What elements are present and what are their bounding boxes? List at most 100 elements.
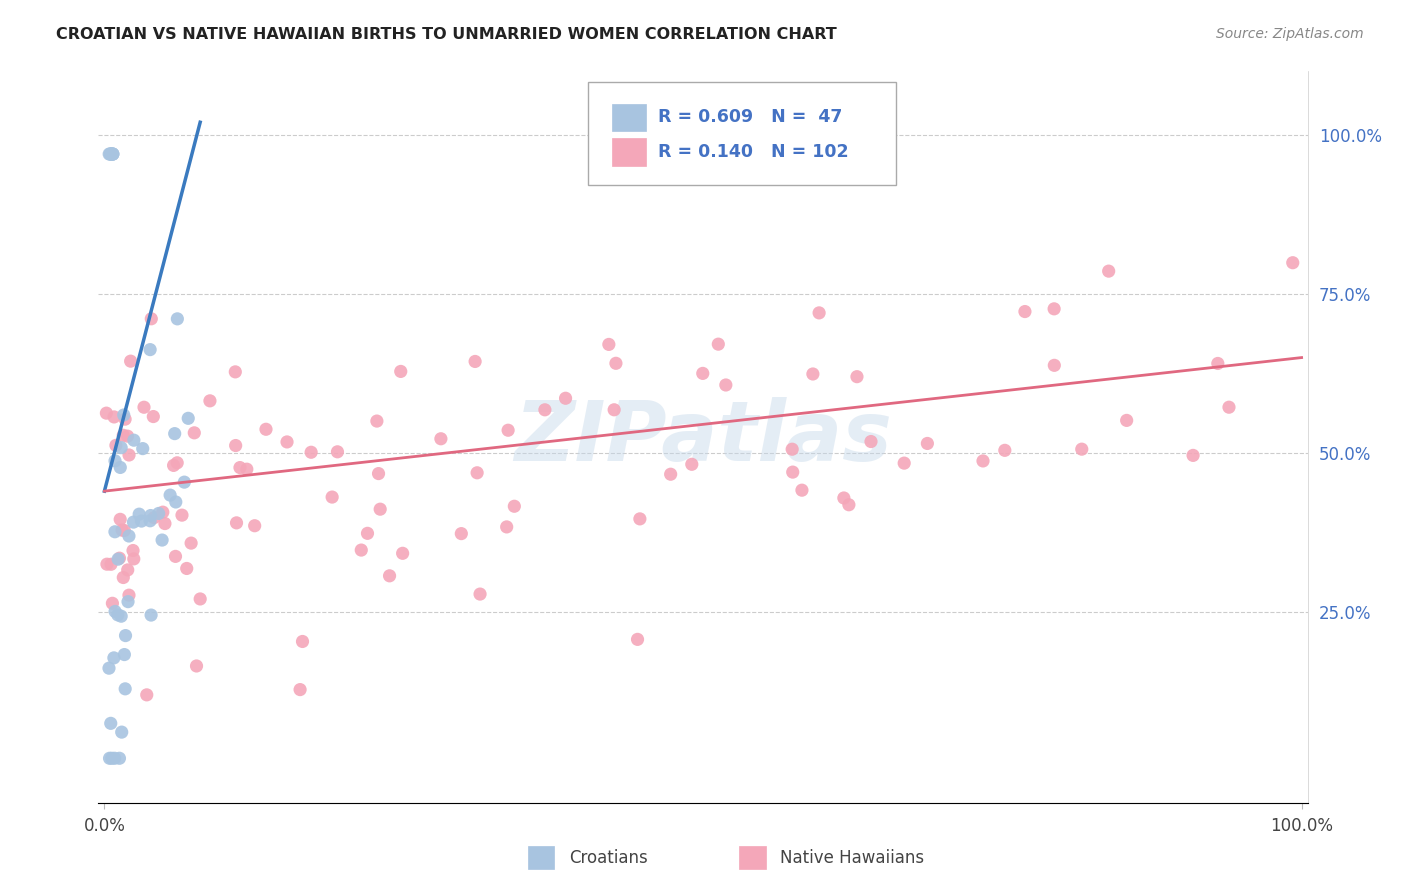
Point — [450, 526, 472, 541]
Point — [225, 438, 247, 452]
Point — [681, 458, 703, 472]
Point — [366, 414, 388, 428]
Point — [100, 558, 122, 572]
Point — [101, 147, 124, 161]
Point — [104, 524, 127, 539]
Point — [110, 460, 132, 475]
Point — [148, 507, 170, 521]
Bar — [740, 846, 766, 870]
Point — [112, 648, 135, 662]
Point — [832, 491, 855, 505]
Point — [782, 465, 804, 479]
Point — [101, 147, 124, 161]
Point — [464, 354, 486, 368]
Point — [143, 510, 166, 524]
Point — [110, 441, 132, 455]
Point — [350, 543, 373, 558]
Point — [104, 454, 127, 468]
Point — [166, 311, 188, 326]
Point — [162, 458, 184, 473]
Point — [1014, 304, 1036, 318]
Point — [122, 543, 145, 558]
Point — [389, 364, 412, 378]
Point — [503, 500, 526, 514]
Point — [100, 147, 122, 161]
Point — [603, 402, 626, 417]
Point — [1043, 301, 1066, 316]
Point — [114, 412, 136, 426]
Point — [496, 423, 519, 437]
Point — [177, 411, 200, 425]
Point — [111, 725, 134, 739]
Point — [96, 557, 118, 571]
Point — [391, 546, 413, 560]
Point — [100, 147, 122, 161]
Point — [321, 490, 343, 504]
Point — [108, 512, 131, 526]
Point — [225, 516, 247, 530]
Point — [152, 505, 174, 519]
Point — [117, 563, 139, 577]
Point — [846, 369, 869, 384]
Point — [107, 552, 129, 566]
Point — [98, 661, 121, 675]
Point — [254, 422, 277, 436]
Point — [142, 409, 165, 424]
Point — [367, 467, 389, 481]
Point — [165, 495, 187, 509]
Point — [326, 445, 349, 459]
Point — [598, 337, 620, 351]
Text: Source: ZipAtlas.com: Source: ZipAtlas.com — [1216, 27, 1364, 41]
Point — [628, 512, 651, 526]
Point — [198, 393, 221, 408]
Point — [108, 751, 131, 765]
Point — [714, 378, 737, 392]
Point — [118, 448, 141, 462]
Point — [150, 533, 173, 547]
Point — [135, 688, 157, 702]
Point — [153, 516, 176, 531]
Point — [780, 442, 803, 457]
Point — [139, 608, 162, 623]
Point — [100, 147, 122, 161]
Point — [838, 498, 860, 512]
Point — [100, 751, 122, 765]
Text: R = 0.140   N = 102: R = 0.140 N = 102 — [658, 143, 849, 161]
Point — [626, 632, 648, 647]
Point — [368, 502, 391, 516]
Point — [893, 456, 915, 470]
Bar — [527, 846, 554, 870]
Point — [994, 443, 1017, 458]
Text: Native Hawaiians: Native Hawaiians — [780, 848, 925, 867]
Point — [122, 515, 145, 529]
Point — [243, 518, 266, 533]
Point — [291, 634, 314, 648]
Point — [117, 594, 139, 608]
Point — [554, 391, 576, 405]
Point — [188, 591, 211, 606]
Point — [173, 475, 195, 490]
Point — [166, 456, 188, 470]
Point — [468, 587, 491, 601]
Text: Croatians: Croatians — [569, 848, 648, 867]
Point — [534, 402, 557, 417]
Point — [139, 343, 162, 357]
Point — [495, 520, 517, 534]
Point — [707, 337, 730, 351]
Point — [96, 406, 118, 420]
Point — [118, 529, 141, 543]
Point — [101, 596, 124, 610]
Point — [104, 438, 127, 452]
Point — [917, 436, 939, 450]
Point — [112, 428, 135, 442]
Point — [790, 483, 813, 498]
Point — [131, 514, 153, 528]
Point — [132, 442, 155, 456]
Point — [118, 588, 141, 602]
Point — [859, 434, 882, 449]
Point — [1098, 264, 1121, 278]
Point — [1115, 413, 1137, 427]
Point — [288, 682, 311, 697]
Point — [114, 629, 136, 643]
Point — [229, 460, 252, 475]
